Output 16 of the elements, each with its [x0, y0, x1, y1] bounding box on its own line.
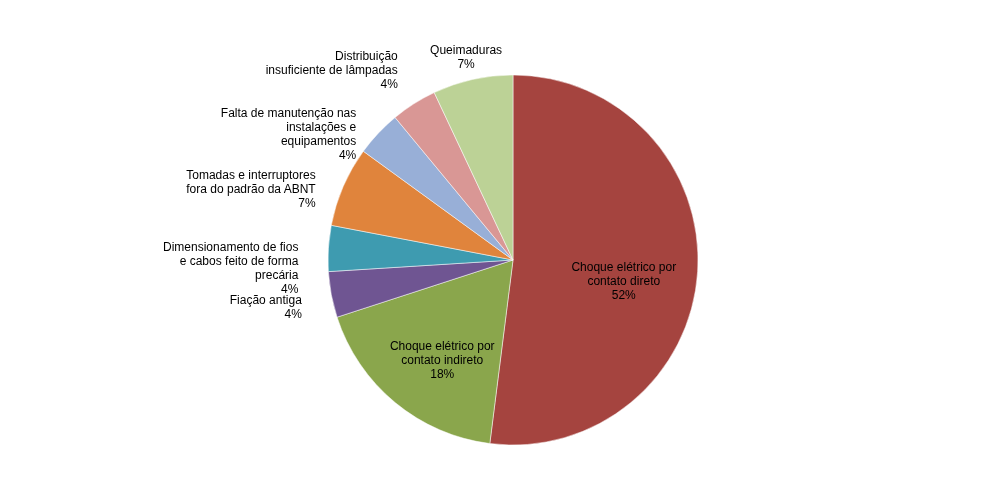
- slice-label: Dimensionamento de fios e cabos feito de forma precária: [163, 239, 299, 282]
- slice-label: Fiação antiga: [229, 293, 303, 308]
- slice-label: Tomadas e interruptores fora do padrão da ABNT: [186, 167, 317, 196]
- data-label: 7%: [457, 57, 476, 72]
- data-label: 7%: [298, 195, 317, 210]
- data-label: 4%: [380, 76, 399, 91]
- data-label: 52%: [611, 287, 637, 302]
- data-label: 4%: [281, 281, 299, 296]
- data-label: 4%: [284, 307, 303, 322]
- slice-label: Distribuição insuficiente de lâmpadas: [265, 48, 399, 77]
- data-label: 4%: [338, 147, 357, 162]
- data-label: 18%: [430, 366, 455, 381]
- slice-label: Choque elétrico por contato indireto: [389, 338, 495, 367]
- slice-label: Queimaduras: [430, 43, 503, 58]
- slice-label: Choque elétrico por contato direto: [571, 259, 677, 288]
- slice-label: Falta de manutenção nas instalações e equipamentos: [220, 105, 357, 148]
